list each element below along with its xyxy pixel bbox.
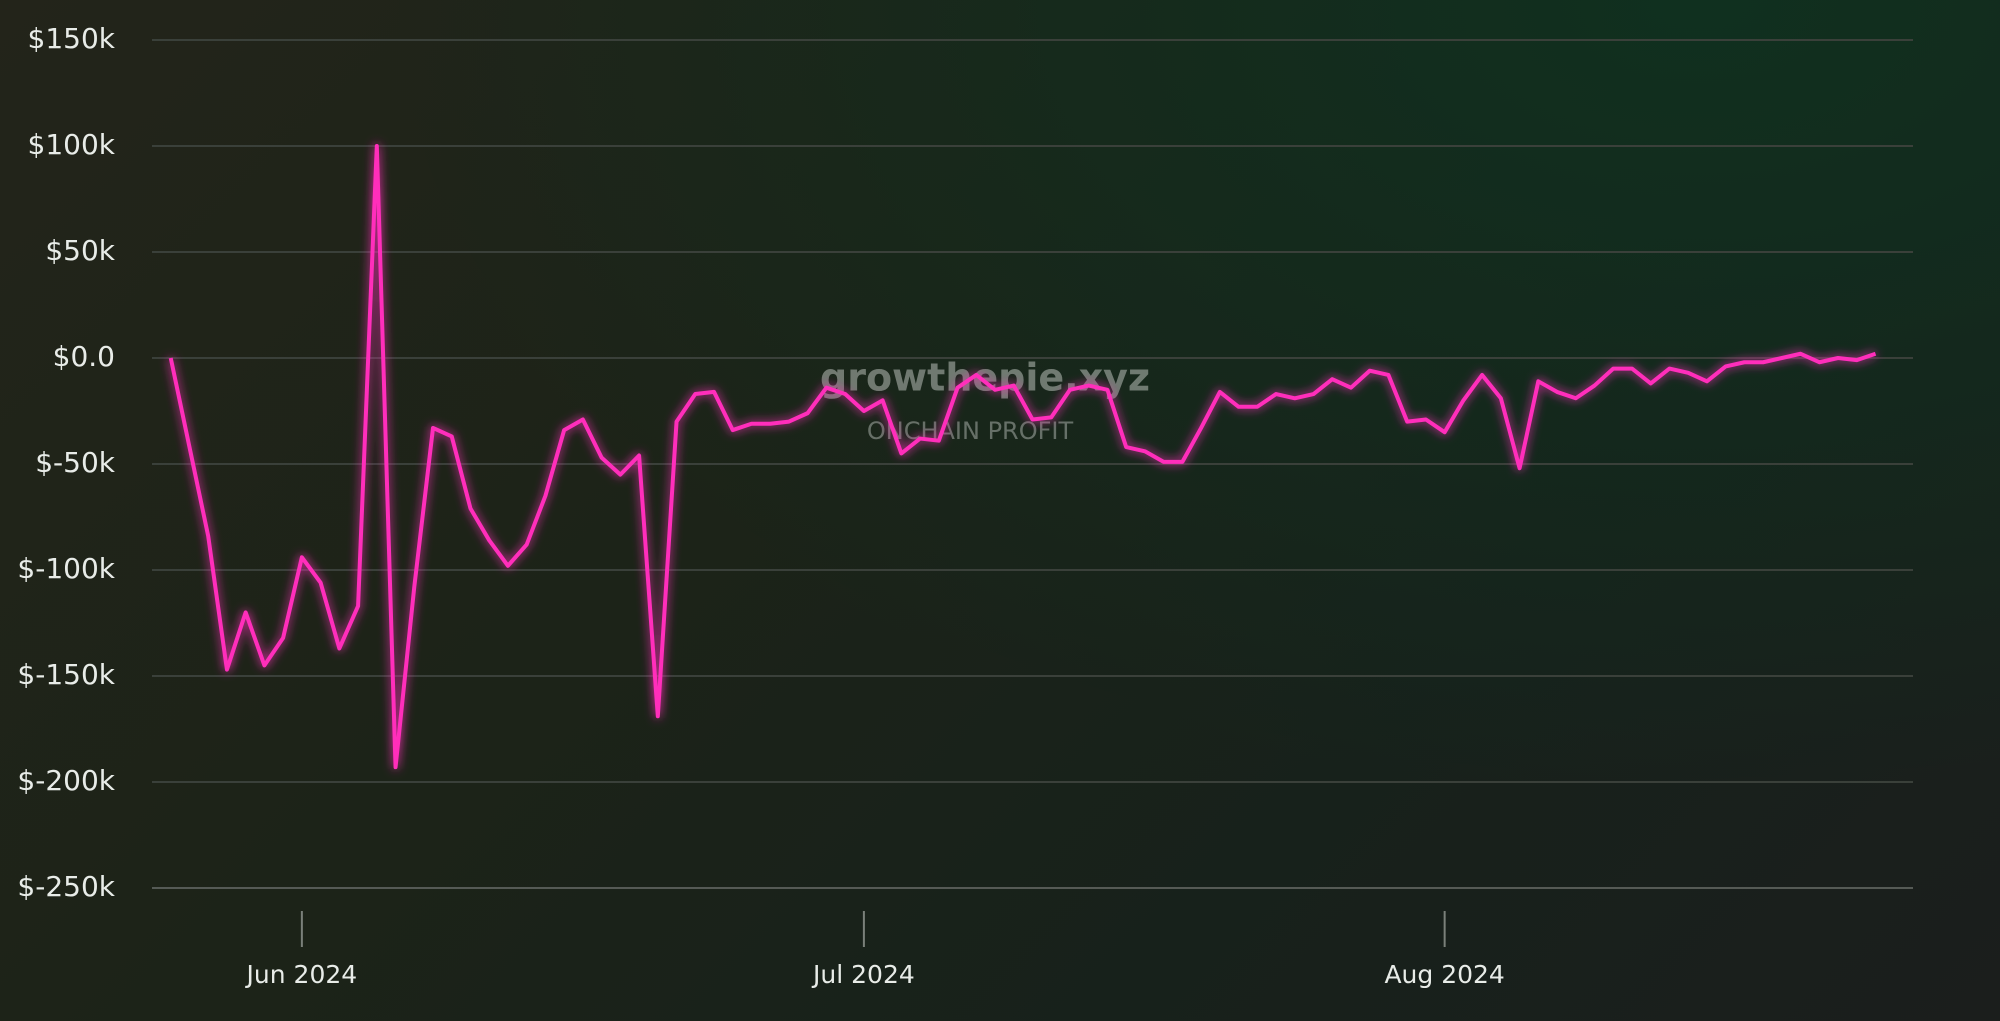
y-tick-label: $-100k	[17, 552, 115, 585]
x-tick-label: Jun 2024	[245, 960, 358, 989]
x-tick-label: Aug 2024	[1384, 960, 1504, 989]
y-tick-label: $50k	[45, 234, 115, 267]
watermark-subtitle: ONCHAIN PROFIT	[867, 417, 1074, 445]
y-tick-label: $-250k	[17, 870, 115, 903]
y-tick-label: $-200k	[17, 764, 115, 797]
data-line	[168, 144, 1877, 770]
y-tick-label: $0.0	[53, 340, 115, 373]
x-tick-label: Jul 2024	[811, 960, 915, 989]
y-tick-label: $-150k	[17, 658, 115, 691]
y-tick-label: $-50k	[35, 446, 116, 479]
y-tick-label: $100k	[28, 128, 116, 161]
watermark: growthepie.xyz	[820, 356, 1150, 400]
y-tick-label: $150k	[28, 22, 116, 55]
